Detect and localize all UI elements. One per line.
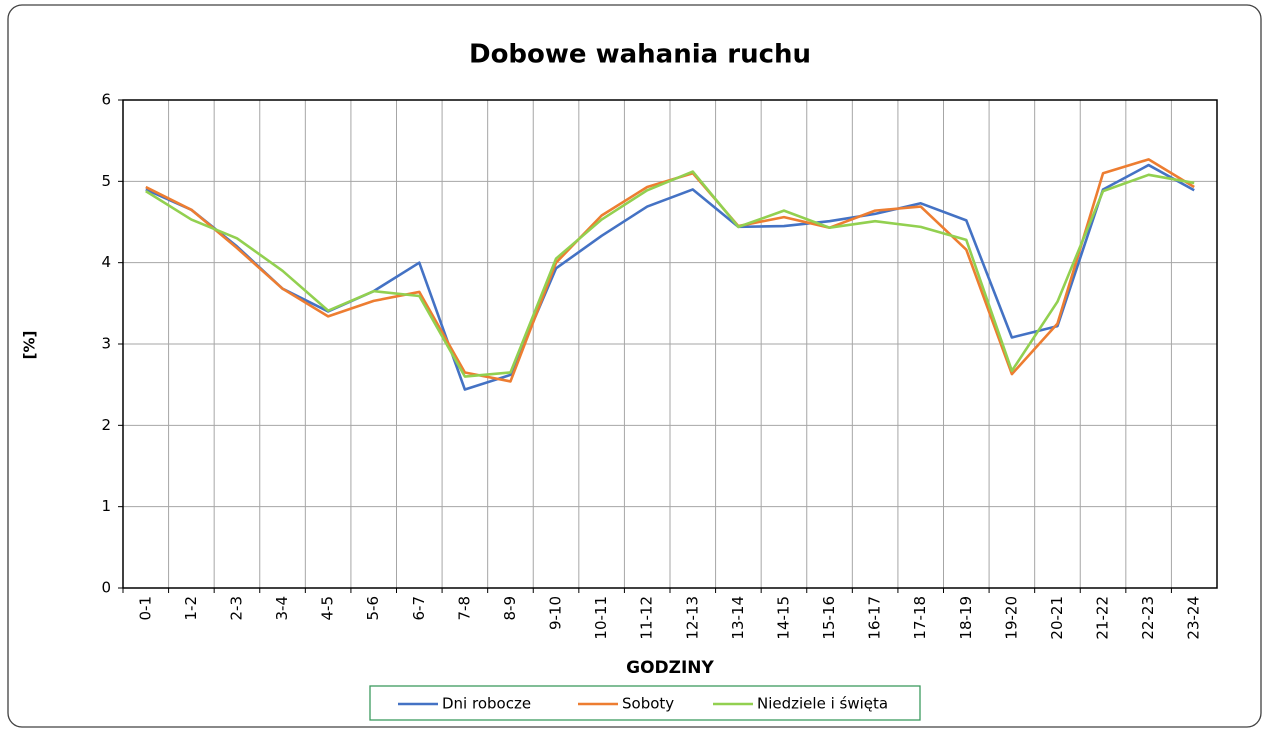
x-tick-label: 23-24 (1185, 596, 1203, 640)
x-tick-label: 17-18 (911, 596, 929, 640)
legend-label: Soboty (622, 695, 674, 713)
x-tick-label: 10-11 (592, 596, 610, 640)
legend (369, 685, 921, 721)
x-tick-label: 19-20 (1002, 596, 1020, 640)
x-tick-label: 9-10 (547, 596, 565, 630)
chart-title: Dobowe wahania ruchu (469, 40, 811, 70)
x-tick-label: 12-13 (683, 596, 701, 640)
x-tick-label: 15-16 (820, 596, 838, 640)
x-tick-label: 16-17 (866, 596, 884, 640)
y-tick-label: 0 (101, 579, 111, 597)
series-line (145, 170, 1195, 378)
legend-label: Niedziele i święta (757, 695, 888, 713)
x-axis-label: GODZINY (626, 658, 714, 678)
series-line (145, 163, 1195, 391)
legend-label: Dni robocze (442, 695, 531, 713)
x-tick-label: 1-2 (182, 596, 200, 621)
x-tick-label: 0-1 (136, 596, 154, 621)
y-tick-label: 1 (101, 497, 111, 515)
x-tick-label: 21-22 (1094, 596, 1112, 640)
x-tick-label: 13-14 (729, 596, 747, 640)
x-tick-label: 3-4 (273, 596, 291, 621)
x-tick-label: 20-21 (1048, 596, 1066, 640)
y-tick-label: 2 (101, 416, 111, 434)
x-tick-label: 22-23 (1139, 596, 1157, 640)
x-tick-label: 5-6 (364, 596, 382, 621)
y-tick-label: 5 (101, 172, 111, 190)
x-tick-label: 7-8 (455, 596, 473, 621)
x-tick-label: 6-7 (410, 596, 428, 621)
y-tick-label: 4 (101, 253, 111, 271)
x-tick-label: 4-5 (319, 596, 337, 621)
y-axis-label: [%] (21, 331, 39, 360)
x-tick-label: 11-12 (638, 596, 656, 640)
x-tick-label: 2-3 (227, 596, 245, 621)
x-tick-label: 18-19 (957, 596, 975, 640)
x-tick-label: 14-15 (774, 596, 792, 640)
y-tick-label: 3 (101, 335, 111, 353)
y-tick-label: 6 (101, 91, 111, 109)
chart-frame (7, 4, 1262, 728)
x-tick-label: 8-9 (501, 596, 519, 621)
